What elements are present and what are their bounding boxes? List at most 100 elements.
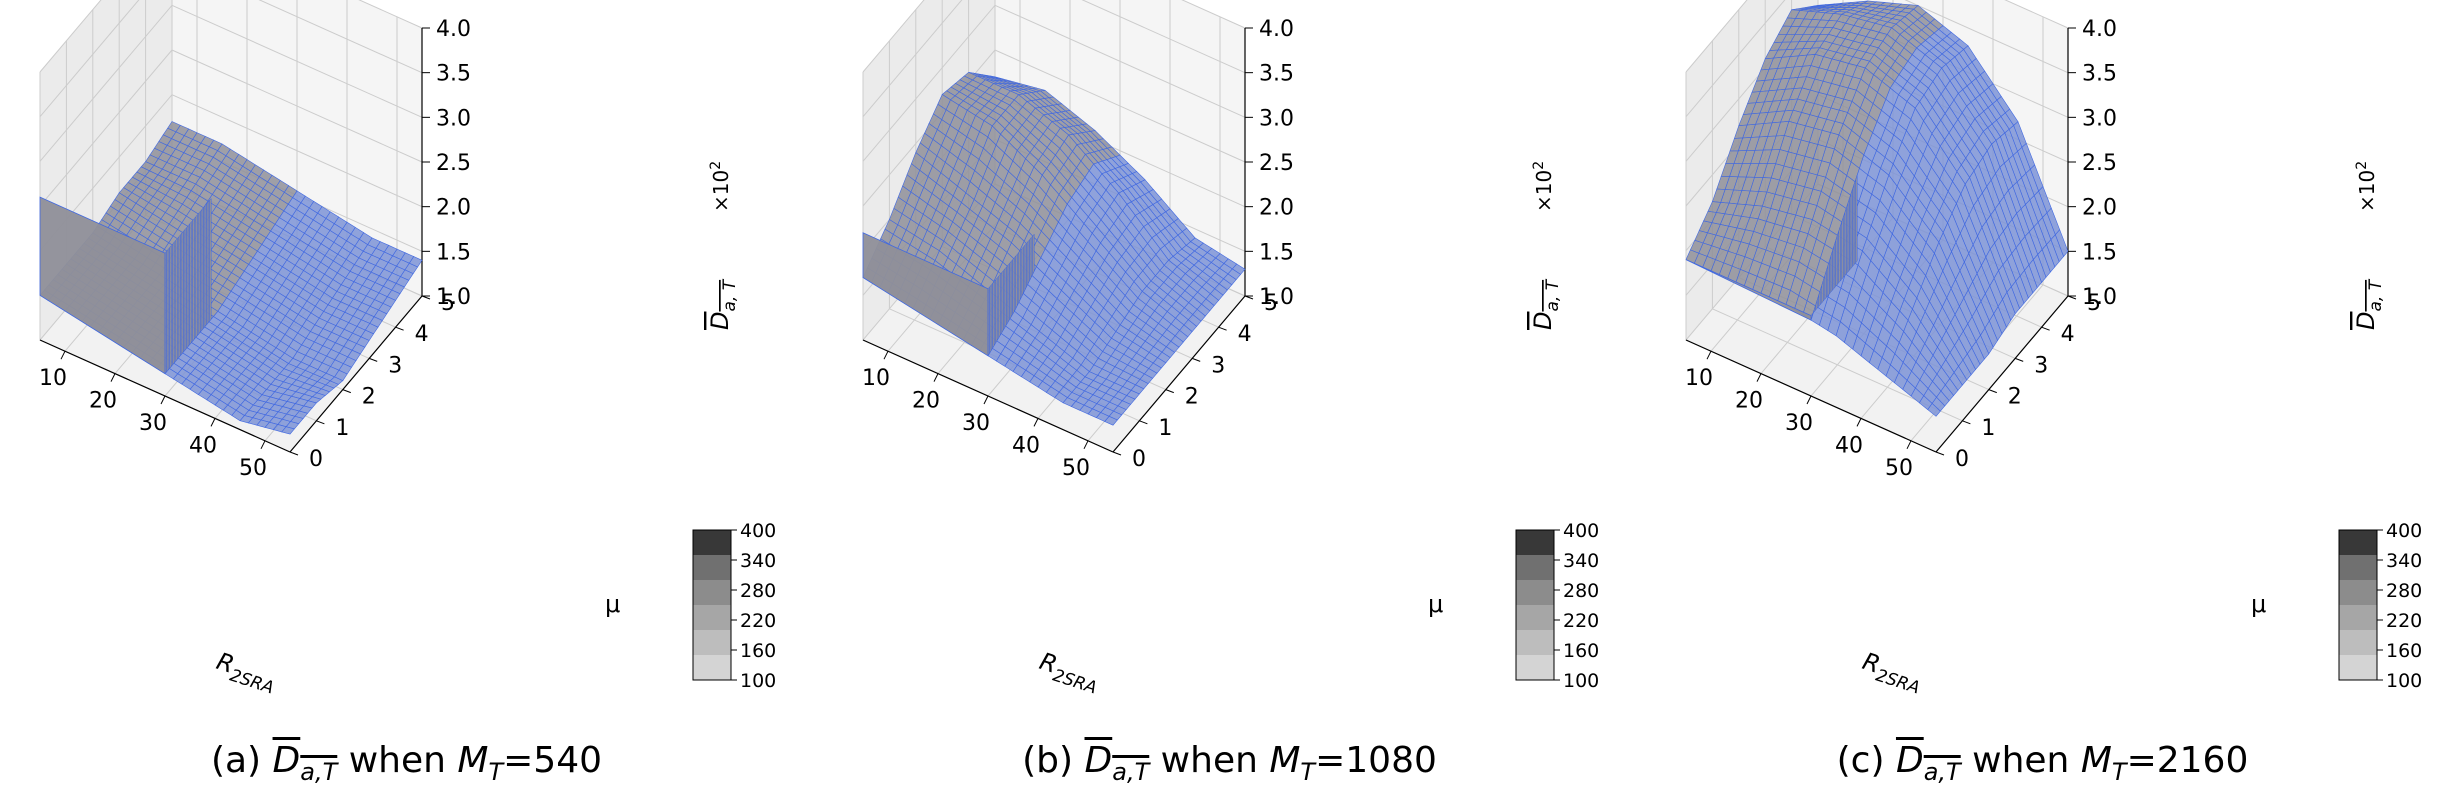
z-tick-label: 2.0 bbox=[2082, 196, 2117, 221]
surface-plot-a: 50403020100123451.01.52.02.53.03.54.0R2S… bbox=[39, 0, 776, 699]
x-tick-label: 30 bbox=[1785, 411, 1813, 436]
y-tick-mark bbox=[1192, 357, 1201, 362]
colorbar-tick-label: 280 bbox=[1563, 580, 1599, 602]
y-tick-mark bbox=[1218, 326, 1227, 331]
z-multiplier-exp: 2 bbox=[708, 161, 724, 170]
caption-mid: when bbox=[1149, 740, 1270, 781]
z-multiplier: ×102 bbox=[2354, 161, 2379, 212]
x-axis-label: R2SRA bbox=[1857, 647, 1926, 698]
x-tick-mark bbox=[1756, 373, 1762, 382]
y-tick-mark bbox=[395, 326, 404, 331]
colorbar-tick-label: 160 bbox=[1563, 640, 1599, 662]
wall-face bbox=[1685, 259, 1812, 321]
z-tick-label: 1.0 bbox=[436, 285, 471, 310]
y-tick-label: 5 bbox=[1264, 291, 1278, 316]
colorbar-segment bbox=[693, 630, 731, 655]
x-tick-label: 40 bbox=[1835, 433, 1863, 458]
y-tick-label: 2 bbox=[362, 385, 376, 410]
y-axis-line bbox=[1935, 295, 2069, 453]
caption-mid: when bbox=[337, 740, 458, 781]
colorbar-segment bbox=[693, 530, 731, 555]
grid-line-z bbox=[862, 0, 1246, 118]
y-tick-mark bbox=[1112, 451, 1122, 456]
z-multiplier-exp: 2 bbox=[1531, 161, 1547, 170]
y-tick-label: 4 bbox=[1238, 322, 1252, 347]
caption-symbol: Da,T bbox=[272, 740, 338, 787]
caption-prefix: (b) bbox=[1022, 740, 1085, 781]
y-tick-mark bbox=[2015, 357, 2024, 362]
x-axis-label-sub: 2SRA bbox=[1050, 666, 1099, 699]
z-tick-label: 3.5 bbox=[2082, 62, 2117, 87]
x-tick-label: 30 bbox=[139, 411, 167, 436]
y-tick-label: 0 bbox=[309, 447, 323, 472]
z-tick-label: 1.5 bbox=[1259, 240, 1294, 265]
surface-wall bbox=[987, 233, 1035, 357]
x-axis-label: R2SRA bbox=[1034, 647, 1103, 698]
z-tick-label: 3.0 bbox=[1259, 106, 1294, 131]
colorbar-segment bbox=[693, 655, 731, 680]
colorbar-tick-label: 160 bbox=[740, 640, 776, 662]
y-tick-label: 2 bbox=[1185, 385, 1199, 410]
z-axis-label-sub: a, T bbox=[1543, 278, 1563, 311]
z-tick-label: 1.0 bbox=[2082, 285, 2117, 310]
surface-plot-c: 50403020100123451.01.52.02.53.03.54.0R2S… bbox=[1685, 0, 2422, 698]
grid-line-z bbox=[862, 0, 1246, 73]
y-axis-line bbox=[289, 295, 423, 453]
z-multiplier-exp: 2 bbox=[2354, 161, 2370, 170]
y-tick-label: 4 bbox=[2061, 322, 2075, 347]
colorbar-tick-label: 100 bbox=[740, 670, 776, 692]
colorbar-segment bbox=[2339, 530, 2377, 555]
surface-mesh bbox=[1685, 0, 2069, 417]
x-tick-mark bbox=[1856, 418, 1862, 427]
x-tick-mark bbox=[60, 350, 66, 360]
x-axis-label-sub: 2SRA bbox=[1873, 666, 1922, 699]
panel-b: 50 40 30 20 10 0 1 2 3 4 5 1.0 1.5 2.0 2.5 3.0 3.5 4.0 R2S… bbox=[823, 0, 1636, 804]
y-tick-label: 2 bbox=[2008, 385, 2022, 410]
z-axis-label: Da, T bbox=[2352, 278, 2386, 330]
surface-wall bbox=[164, 197, 212, 375]
grid-line-z bbox=[39, 94, 423, 252]
z-tick-label: 2.5 bbox=[2082, 151, 2117, 176]
grid-line-z bbox=[1685, 0, 2069, 73]
z-tick-label: 1.0 bbox=[1259, 285, 1294, 310]
z-tick-label: 3.5 bbox=[1259, 62, 1294, 87]
y-tick-label: 1 bbox=[1981, 416, 1995, 441]
x-tick-label: 20 bbox=[89, 389, 117, 414]
x-axis-label-sub: 2SRA bbox=[227, 666, 276, 699]
colorbar-tick-label: 100 bbox=[1563, 670, 1599, 692]
y-tick-mark bbox=[1962, 420, 1971, 425]
x-tick-label: 20 bbox=[1735, 389, 1763, 414]
colorbar-tick-label: 400 bbox=[740, 520, 776, 542]
z-tick-label: 2.5 bbox=[436, 151, 471, 176]
y-tick-label: 5 bbox=[441, 291, 455, 316]
caption-c: (c) Da,T when MT=2160 bbox=[1646, 740, 2439, 786]
x-tick-mark bbox=[883, 350, 889, 360]
x-tick-mark bbox=[1706, 350, 1712, 360]
colorbar-segment bbox=[693, 605, 731, 630]
colorbar-segment bbox=[693, 555, 731, 580]
z-tick-label: 3.5 bbox=[436, 62, 471, 87]
colorbar-tick-label: 340 bbox=[2386, 550, 2422, 572]
x-tick-label: 10 bbox=[39, 366, 67, 391]
y-tick-mark bbox=[316, 420, 325, 425]
y-tick-mark bbox=[1139, 420, 1148, 425]
caption-m: MT bbox=[1269, 740, 1316, 787]
y-tick-mark bbox=[342, 389, 351, 394]
x-tick-label: 50 bbox=[239, 456, 267, 481]
y-tick-label: 0 bbox=[1132, 447, 1146, 472]
grid-line-z bbox=[39, 49, 423, 207]
colorbar-tick-label: 340 bbox=[740, 550, 776, 572]
y-tick-mark bbox=[369, 357, 378, 362]
surface-plot-b: 50403020100123451.01.52.02.53.03.54.0R2S… bbox=[862, 0, 1599, 698]
z-multiplier: ×102 bbox=[708, 161, 733, 212]
grid-line-z bbox=[1685, 0, 2069, 118]
z-tick-label: 1.5 bbox=[2082, 240, 2117, 265]
colorbar-tick-label: 160 bbox=[2386, 640, 2422, 662]
caption-mid: when bbox=[1960, 740, 2081, 781]
grid-line-z bbox=[39, 0, 423, 73]
y-axis-label: μ bbox=[2251, 590, 2266, 618]
z-tick-label: 3.0 bbox=[436, 106, 471, 131]
colorbar-segment bbox=[1516, 580, 1554, 605]
y-tick-label: 0 bbox=[1955, 447, 1969, 472]
